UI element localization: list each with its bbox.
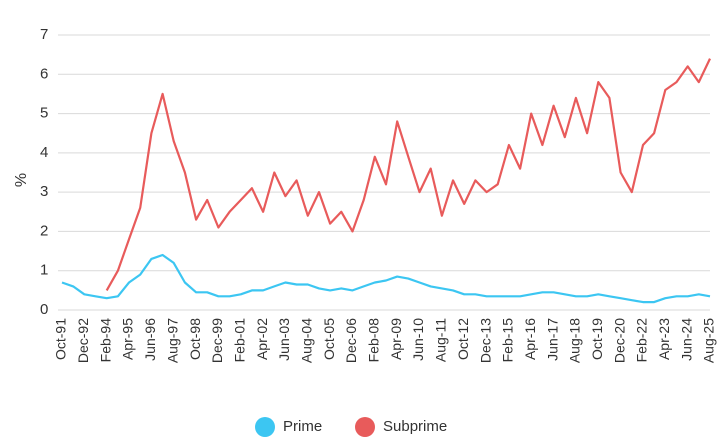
x-tick-label: Aug-18 xyxy=(567,318,583,363)
y-tick-label: 4 xyxy=(40,144,48,161)
x-tick-label: Aug-11 xyxy=(433,318,449,362)
y-tick-label: 5 xyxy=(40,105,48,122)
x-tick-label: Jun-03 xyxy=(276,318,292,361)
legend-label: Subprime xyxy=(383,418,447,435)
x-tick-label: Dec-13 xyxy=(477,318,493,363)
x-tick-label: Oct-05 xyxy=(321,318,337,360)
x-tick-label: Dec-92 xyxy=(75,318,91,363)
x-tick-label: Oct-98 xyxy=(187,318,203,360)
legend-marker xyxy=(355,417,375,437)
x-tick-label: Feb-01 xyxy=(231,318,247,363)
x-tick-label: Apr-95 xyxy=(120,318,136,360)
x-tick-label: Oct-12 xyxy=(455,318,471,360)
y-tick-label: 1 xyxy=(40,262,48,279)
x-tick-label: Dec-06 xyxy=(343,318,359,363)
x-tick-label: Feb-94 xyxy=(97,318,113,363)
x-tick-label: Aug-04 xyxy=(298,318,314,363)
x-tick-label: Dec-99 xyxy=(209,318,225,363)
y-axis-label: % xyxy=(13,173,30,187)
x-tick-label: Feb-22 xyxy=(634,318,650,363)
x-tick-label: Apr-02 xyxy=(254,318,270,360)
x-tick-label: Feb-08 xyxy=(366,318,382,363)
series-line xyxy=(105,58,711,291)
x-tick-label: Apr-23 xyxy=(656,318,672,360)
x-tick-label: Apr-16 xyxy=(522,318,538,360)
x-tick-label: Oct-91 xyxy=(53,318,69,360)
y-tick-label: 6 xyxy=(40,65,48,82)
x-tick-label: Apr-09 xyxy=(388,318,404,360)
x-tick-label: Jun-10 xyxy=(410,318,426,361)
legend-marker xyxy=(255,417,275,437)
x-tick-label: Dec-20 xyxy=(611,318,627,363)
x-tick-label: Feb-15 xyxy=(500,318,516,363)
x-tick-label: Aug-97 xyxy=(164,318,180,363)
legend-label: Prime xyxy=(283,418,322,435)
x-tick-label: Jun-96 xyxy=(142,318,158,361)
series-line xyxy=(61,253,711,304)
x-tick-label: Jun-17 xyxy=(544,318,560,361)
y-tick-label: 0 xyxy=(40,301,48,318)
y-tick-label: 7 xyxy=(40,26,48,43)
x-tick-label: Jun-24 xyxy=(678,318,694,361)
y-tick-label: 3 xyxy=(40,183,48,200)
x-tick-label: Aug-25 xyxy=(701,318,717,363)
x-tick-label: Oct-19 xyxy=(589,318,605,360)
y-tick-label: 2 xyxy=(40,222,48,239)
